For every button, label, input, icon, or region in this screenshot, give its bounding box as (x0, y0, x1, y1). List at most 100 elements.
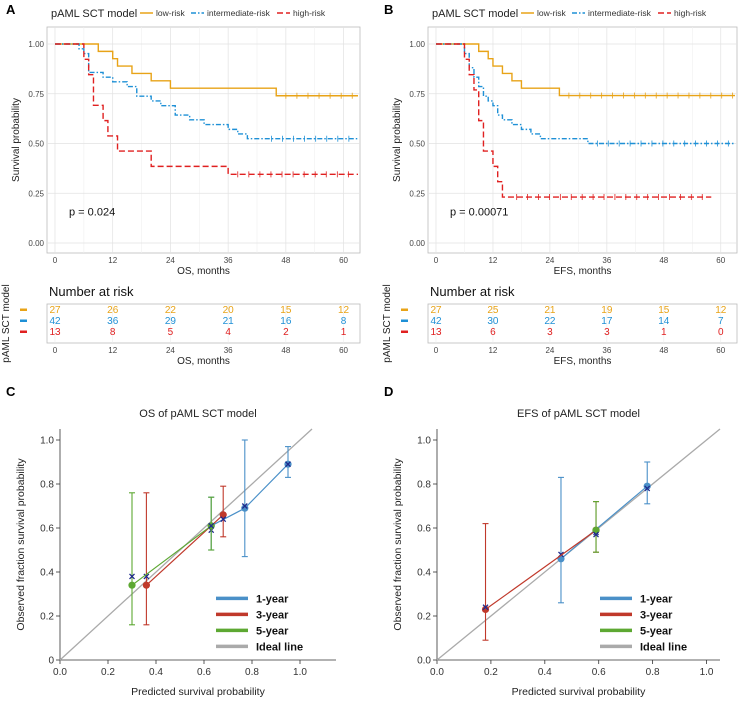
risk-count: 2 (283, 327, 289, 338)
p-value: p = 0.024 (69, 206, 115, 218)
risk-count: 15 (658, 305, 670, 316)
cross-marker (285, 461, 291, 468)
calibration-panel-C: OS of pAML SCT model 0.0 0.2 0.4 0.6 0.8 1.0 0 0… (15, 408, 336, 698)
y-tick-label: 0.00 (28, 239, 44, 248)
x-axis-title: Predicted survival probability (512, 686, 646, 698)
x-tick-label: 0.4 (538, 667, 552, 678)
y-axis-title: Observed fraction survival probability (15, 458, 27, 631)
calibration-point-3-year (481, 605, 490, 614)
risk-count: 42 (430, 316, 442, 327)
y-tick-label: 0.50 (28, 140, 44, 149)
y-tick-label: 1.00 (409, 40, 425, 49)
x-tick-label: 0.2 (484, 667, 498, 678)
panel-label-D: D (384, 384, 393, 399)
y-tick-label: 0.75 (409, 90, 425, 99)
legend-label-3-year: 3-year (256, 609, 289, 621)
legend-label-Ideal line: Ideal line (640, 641, 687, 653)
legend-title: pAML SCT model (432, 8, 518, 20)
km-panel-B: pAML SCT model low-risk intermediate-risk h… (392, 8, 738, 277)
km-curve-low-risk (55, 43, 358, 97)
plot-area (46, 26, 361, 254)
legend-label-low-risk: low-risk (537, 8, 567, 18)
risk-table-title: Number at risk (430, 284, 515, 299)
x-tick-label: 36 (224, 256, 233, 265)
cross-marker (143, 573, 150, 580)
legend-label-intermediate-risk: intermediate-risk (588, 8, 652, 18)
x-tick-label: 1.0 (700, 667, 714, 678)
risk-time-label: 12 (488, 346, 497, 355)
legend-label-3-year: 3-year (640, 609, 673, 621)
risk-time-label: 0 (53, 346, 58, 355)
risk-time-label: 36 (602, 346, 611, 355)
x-tick-label: 0.2 (101, 667, 115, 678)
risk-count: 13 (49, 327, 61, 338)
risk-time-label: 60 (339, 346, 348, 355)
legend-title: pAML SCT model (51, 8, 137, 20)
risk-count: 26 (107, 305, 119, 316)
y-tick-label: 0 (48, 656, 54, 667)
chart-title: EFS of pAML SCT model (517, 408, 640, 420)
x-tick-label: 0.6 (197, 667, 211, 678)
cross-marker (482, 604, 489, 611)
panel-label-B: B (384, 2, 393, 17)
risk-count: 30 (487, 316, 499, 327)
risk-count: 20 (223, 305, 235, 316)
risk-count: 36 (107, 316, 119, 327)
risk-count: 15 (280, 305, 292, 316)
risk-x-title: EFS, months (554, 356, 612, 367)
panel-label-A: A (6, 2, 16, 17)
risk-count: 21 (544, 305, 556, 316)
cross-marker (129, 573, 135, 580)
risk-time-label: 24 (545, 346, 554, 355)
x-tick-label: 60 (716, 256, 725, 265)
p-value: p = 0.00071 (450, 206, 508, 218)
risk-count: 1 (341, 327, 347, 338)
x-tick-label: 60 (339, 256, 348, 265)
risk-count: 29 (165, 316, 177, 327)
risk-count: 17 (601, 316, 613, 327)
risk-y-title: pAML SCT model (382, 284, 393, 362)
calibration-point-1-year (643, 482, 651, 490)
y-axis-title: Survival probability (11, 98, 22, 182)
km-curve-high-risk (55, 43, 358, 176)
y-tick-label: 0.2 (40, 612, 54, 623)
plot-area (427, 26, 738, 254)
y-tick-label: 0.4 (40, 568, 54, 579)
risk-y-title: pAML SCT model (1, 284, 12, 362)
x-tick-label: 24 (545, 256, 554, 265)
risk-row-swatch (401, 319, 408, 322)
y-tick-label: 0.0 (417, 656, 431, 667)
x-tick-label: 0.8 (646, 667, 660, 678)
risk-row-swatch (401, 308, 408, 311)
calibration-point-5-year (128, 581, 136, 589)
risk-count: 4 (225, 327, 231, 338)
legend-label-intermediate-risk: intermediate-risk (207, 8, 271, 18)
x-tick-label: 0.0 (430, 667, 444, 678)
risk-row-swatch (20, 319, 27, 322)
calibration-panel-D: EFS of pAML SCT model 0.0 0.2 0.4 0.6 0.8 1.0 0… (392, 408, 721, 698)
km-curve-intermediate-risk (436, 43, 735, 145)
cross-marker (644, 485, 651, 492)
risk-count: 42 (49, 316, 61, 327)
y-tick-label: 0.8 (417, 480, 431, 491)
cross-marker (208, 522, 215, 529)
cross-marker (593, 531, 599, 538)
risk-count: 14 (658, 316, 670, 327)
y-axis-title: Survival probability (392, 98, 403, 182)
y-axis-title: Observed fraction survival probability (392, 458, 404, 631)
risk-count: 19 (601, 305, 613, 316)
risk-count: 1 (661, 327, 667, 338)
risk-row-swatch (20, 308, 27, 311)
risk-count: 3 (547, 327, 553, 338)
calibration-line-5-year (131, 525, 212, 586)
risk-time-label: 60 (716, 346, 725, 355)
risk-count: 7 (718, 316, 724, 327)
risk-count: 27 (49, 305, 61, 316)
y-tick-label: 0.4 (417, 568, 431, 579)
calibration-point-3-year (142, 581, 150, 589)
risk-row-swatch (20, 330, 27, 333)
x-tick-label: 1.0 (293, 667, 307, 678)
risk-time-label: 36 (224, 346, 233, 355)
